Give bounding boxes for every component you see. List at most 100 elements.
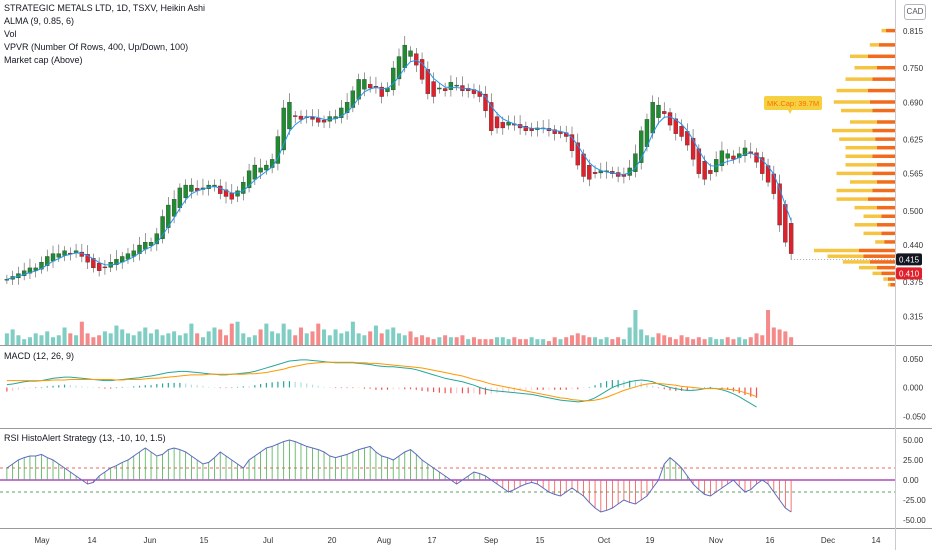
volume-bar bbox=[327, 335, 332, 345]
volume-bar bbox=[298, 327, 303, 345]
volume-bar bbox=[529, 337, 534, 345]
macd-histogram-bar bbox=[554, 387, 556, 390]
candle-body bbox=[639, 130, 644, 163]
volume-bar bbox=[79, 321, 84, 345]
macd-histogram-bar bbox=[605, 381, 608, 388]
mcap-label[interactable]: Market cap (Above) bbox=[4, 55, 83, 65]
volume-bar bbox=[350, 321, 355, 345]
volume-bar bbox=[270, 331, 275, 345]
volume-bar bbox=[385, 329, 390, 345]
vpvr-label[interactable]: VPVR (Number Of Rows, 400, Up/Down, 100) bbox=[4, 42, 189, 52]
candle-body bbox=[529, 128, 534, 131]
volume-bar bbox=[229, 323, 234, 345]
macd-histogram-bar bbox=[738, 387, 740, 394]
signal-line bbox=[6, 361, 757, 402]
vpvr-row-up bbox=[872, 271, 882, 276]
volume-bar bbox=[345, 331, 350, 345]
volume-bar bbox=[650, 337, 655, 345]
candle-body bbox=[281, 107, 286, 151]
x-tick-label: Jun bbox=[144, 536, 157, 545]
volume-bar bbox=[673, 339, 678, 345]
macd-histogram-bar bbox=[17, 387, 20, 390]
alma-label[interactable]: ALMA (9, 0.85, 6) bbox=[4, 16, 75, 26]
currency-badge[interactable]: CAD bbox=[904, 4, 926, 20]
volume-bar bbox=[708, 337, 713, 345]
candle-body bbox=[367, 84, 373, 89]
candle-body bbox=[85, 254, 90, 263]
volume-bar bbox=[581, 335, 586, 345]
vpvr-row-up bbox=[839, 137, 876, 141]
last-close-text: 0.410 bbox=[899, 269, 920, 278]
candle-body bbox=[673, 118, 678, 134]
volume-bar bbox=[523, 339, 528, 345]
macd-histogram-bar bbox=[75, 385, 77, 388]
volume-bar bbox=[339, 333, 344, 345]
macd-histogram-bar bbox=[652, 385, 654, 388]
volume-bar bbox=[691, 339, 696, 345]
vpvr-row-up bbox=[859, 265, 877, 270]
macd-legend[interactable]: MACD (12, 26, 9) bbox=[4, 351, 75, 361]
volume-bar bbox=[731, 339, 736, 345]
volume-bar bbox=[281, 323, 286, 345]
vpvr-row-down bbox=[868, 54, 895, 59]
volume-bar bbox=[97, 335, 102, 345]
macd-histogram-bar bbox=[225, 387, 227, 389]
macd-histogram-bar bbox=[311, 384, 314, 388]
vol-label[interactable]: Vol bbox=[4, 29, 17, 39]
macd-histogram-bar bbox=[52, 385, 54, 388]
vpvr-row-up bbox=[814, 248, 859, 253]
candle-body bbox=[679, 126, 684, 137]
vpvr-row-up bbox=[854, 223, 877, 227]
volume-bar bbox=[177, 335, 182, 345]
macd-histogram-bar bbox=[329, 387, 331, 389]
x-tick-label: 17 bbox=[428, 536, 437, 545]
volume-bar bbox=[22, 339, 27, 345]
x-tick-label: Sep bbox=[484, 536, 499, 545]
volume-bar bbox=[679, 335, 684, 345]
volume-bar bbox=[760, 335, 765, 345]
main-legend: STRATEGIC METALS LTD, 1D, TSXV, Heikin A… bbox=[4, 2, 205, 67]
macd-histogram-bar bbox=[58, 385, 60, 388]
macd-histogram-bar bbox=[6, 387, 8, 392]
macd-histogram-bar bbox=[358, 387, 360, 389]
vpvr-row-down bbox=[868, 197, 895, 201]
candle-body bbox=[402, 44, 407, 68]
x-tick-label: 16 bbox=[766, 536, 775, 545]
x-tick-label: 19 bbox=[646, 536, 655, 545]
vpvr-row-down bbox=[872, 154, 895, 159]
macd-histogram-bar bbox=[513, 387, 515, 392]
rsi-legend[interactable]: RSI HistoAlert Strategy (13, -10, 10, 1.… bbox=[4, 433, 166, 443]
volume-bar bbox=[420, 335, 425, 345]
volume-bar bbox=[737, 337, 742, 345]
volume-bar bbox=[610, 339, 615, 345]
candle-body bbox=[760, 157, 765, 174]
macd-histogram-bar bbox=[98, 387, 100, 389]
last-price-text: 0.415 bbox=[899, 255, 920, 264]
macd-histogram-bar bbox=[386, 387, 389, 390]
vpvr-row-up bbox=[854, 205, 877, 210]
macd-histogram-bar bbox=[432, 387, 435, 393]
macd-histogram-bar bbox=[35, 387, 37, 389]
volume-bar bbox=[310, 331, 315, 345]
vpvr-row-up bbox=[845, 77, 873, 81]
rsi-line bbox=[6, 439, 792, 513]
volume-bar bbox=[448, 337, 453, 345]
volume-bar bbox=[114, 325, 119, 345]
candle-body bbox=[189, 184, 194, 192]
volume-bar bbox=[696, 337, 701, 345]
vpvr-row-down bbox=[859, 248, 895, 253]
candle-body bbox=[223, 189, 229, 197]
macd-histogram-bar bbox=[375, 387, 377, 390]
vpvr-row-down bbox=[863, 254, 895, 258]
rsi-tick-label: 50.00 bbox=[903, 436, 924, 445]
volume-bar bbox=[621, 339, 626, 345]
vpvr-row-up bbox=[863, 214, 882, 218]
volume-bar bbox=[443, 335, 448, 345]
macd-histogram-bar bbox=[519, 387, 521, 391]
macd-histogram-bar bbox=[248, 386, 250, 388]
candle-body bbox=[408, 50, 413, 57]
macd-histogram-bar bbox=[634, 381, 637, 388]
vpvr-row-up bbox=[836, 88, 868, 93]
volume-bar bbox=[275, 333, 280, 345]
rsi-tick-label: -25.00 bbox=[903, 496, 926, 505]
